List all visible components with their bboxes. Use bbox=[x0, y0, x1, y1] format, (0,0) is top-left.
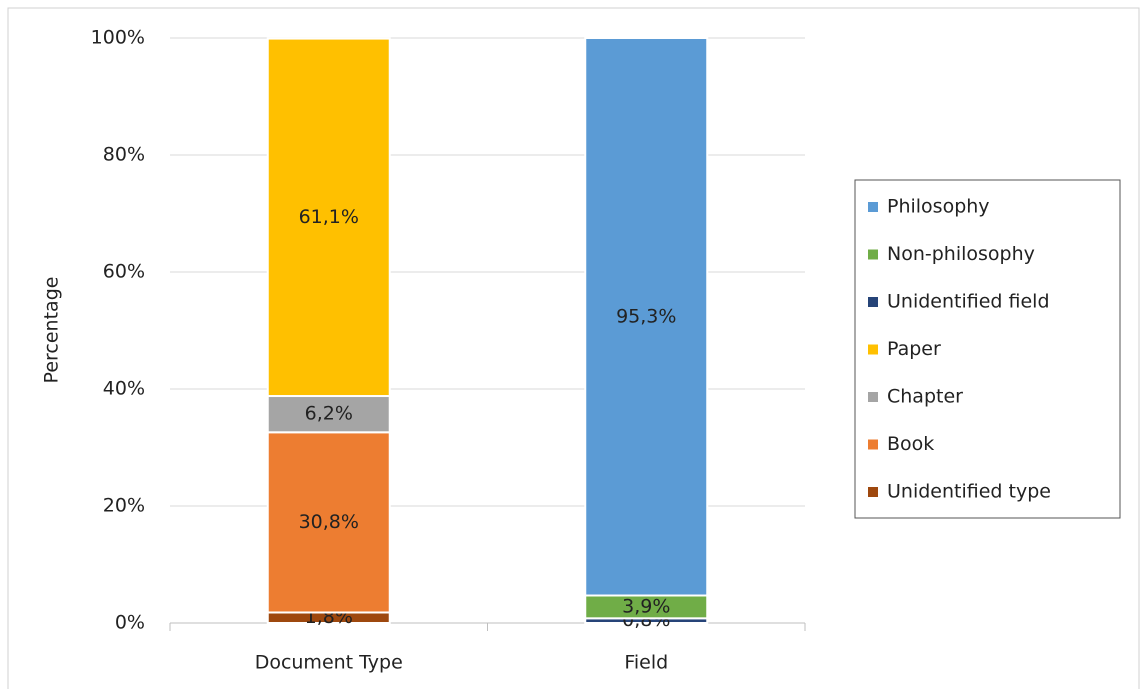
y-tick-label: 40% bbox=[103, 378, 145, 400]
legend-box bbox=[854, 179, 1121, 519]
legend-swatch bbox=[868, 202, 878, 212]
data-label: 95,3% bbox=[616, 305, 676, 327]
legend-label: Chapter bbox=[887, 386, 963, 408]
y-tick-label: 100% bbox=[91, 27, 145, 49]
legend-swatch bbox=[868, 297, 878, 307]
y-tick-label: 60% bbox=[103, 261, 145, 283]
legend-swatch bbox=[868, 487, 878, 497]
legend-swatch bbox=[868, 439, 878, 450]
legend-label: Non-philosophy bbox=[887, 243, 1035, 265]
data-label: 30,8% bbox=[299, 511, 359, 533]
legend-label: Philosophy bbox=[887, 196, 990, 218]
y-axis-title: Percentage bbox=[41, 277, 63, 384]
legend-swatch bbox=[868, 392, 878, 402]
y-tick-label: 80% bbox=[103, 144, 145, 166]
legend-label: Paper bbox=[887, 338, 941, 360]
data-label: 3,9% bbox=[622, 595, 670, 617]
bar-segment bbox=[266, 431, 391, 614]
legend-label: Book bbox=[887, 433, 934, 455]
legend-swatch bbox=[868, 249, 878, 260]
legend-label: Unidentified field bbox=[887, 291, 1050, 313]
y-tick-label: 20% bbox=[103, 495, 145, 517]
legend-label: Unidentified type bbox=[887, 481, 1051, 503]
legend-swatch bbox=[868, 344, 878, 355]
bar-segment bbox=[266, 37, 391, 398]
x-tick-label: Field bbox=[624, 652, 668, 674]
data-label: 61,1% bbox=[299, 206, 359, 228]
data-label: 6,2% bbox=[305, 403, 353, 425]
bar-segment bbox=[266, 395, 391, 434]
bar-segment bbox=[584, 37, 709, 597]
y-tick-label: 0% bbox=[115, 612, 145, 634]
x-tick-label: Document Type bbox=[255, 652, 403, 674]
chart-border bbox=[7, 7, 1140, 689]
